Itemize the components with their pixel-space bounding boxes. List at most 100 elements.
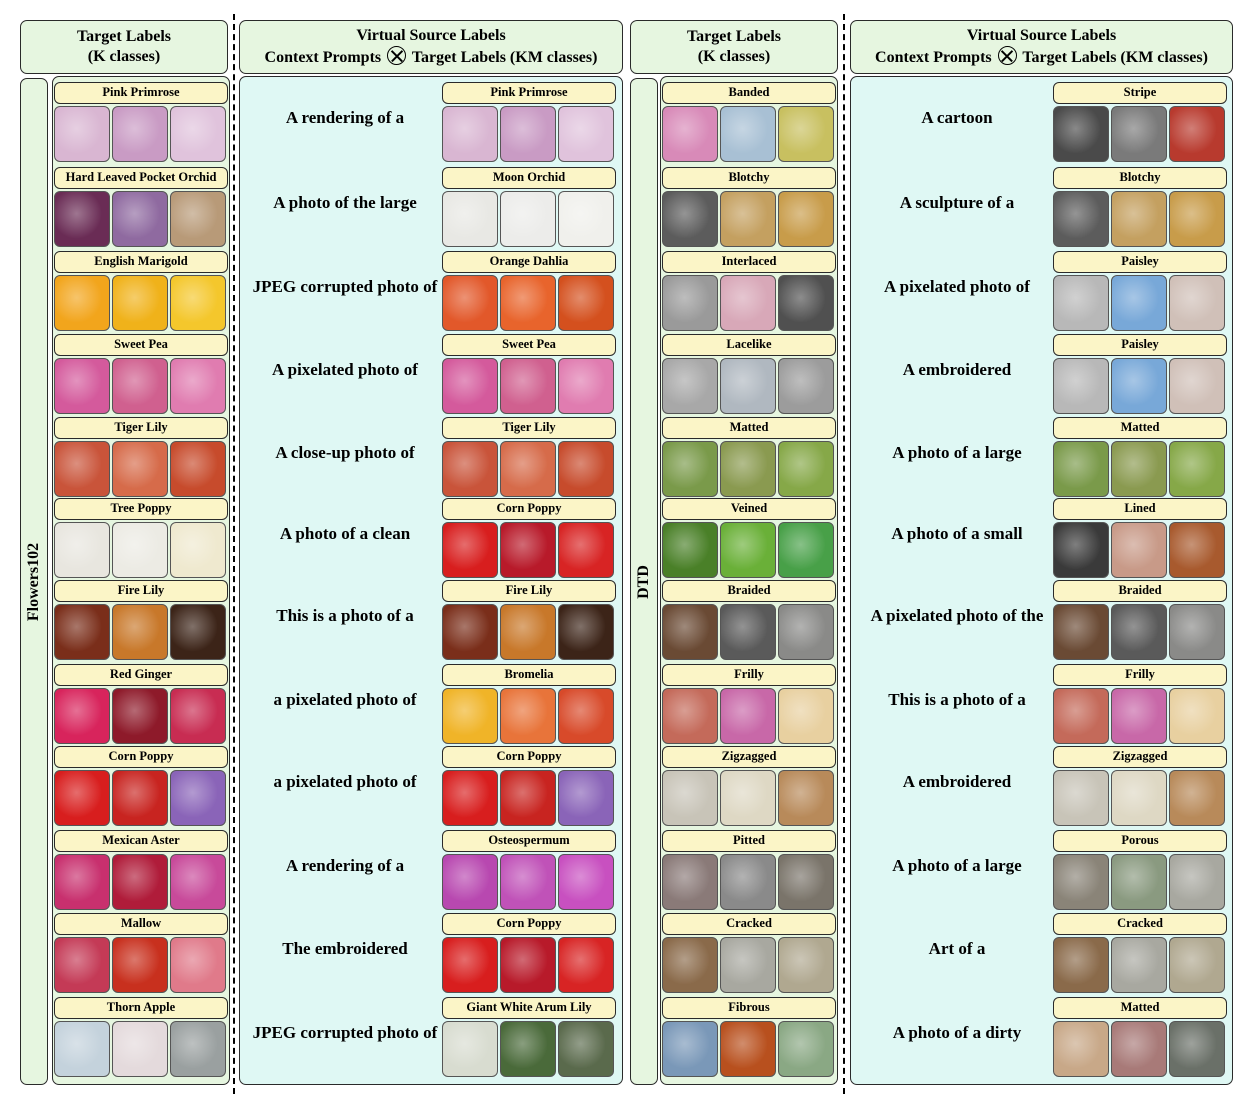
image-thumbnail bbox=[170, 441, 226, 497]
class-label: Veined bbox=[662, 498, 836, 520]
image-thumbnail bbox=[720, 522, 776, 578]
label-entry: Corn Poppy bbox=[442, 746, 616, 826]
image-thumbnail bbox=[662, 191, 718, 247]
image-thumbnail bbox=[442, 937, 498, 993]
image-thumbnail bbox=[662, 937, 718, 993]
dataset-name: DTD bbox=[635, 564, 652, 599]
label-entry: Thorn Apple bbox=[54, 997, 228, 1077]
image-thumbnail bbox=[1053, 106, 1109, 162]
class-label: Pitted bbox=[662, 830, 836, 852]
image-thumbnails bbox=[1053, 1021, 1227, 1077]
label-entry: Corn Poppy bbox=[442, 913, 616, 993]
context-prompt: a pixelated photo of bbox=[273, 772, 417, 791]
image-thumbnail bbox=[54, 358, 110, 414]
label-entry: Blotchy bbox=[662, 167, 836, 247]
class-label: Fibrous bbox=[662, 997, 836, 1019]
image-thumbnail bbox=[662, 1021, 718, 1077]
image-thumbnail bbox=[442, 441, 498, 497]
image-thumbnail bbox=[112, 854, 168, 910]
image-thumbnail bbox=[54, 604, 110, 660]
class-label: Blotchy bbox=[662, 167, 836, 189]
image-thumbnail bbox=[778, 522, 834, 578]
label-entry: Matted bbox=[1053, 417, 1227, 497]
image-thumbnail bbox=[662, 770, 718, 826]
label-entry: Moon Orchid bbox=[442, 167, 616, 247]
class-label: Paisley bbox=[1053, 251, 1227, 273]
image-thumbnail bbox=[112, 688, 168, 744]
label-entry: Sweet Pea bbox=[54, 334, 228, 414]
virtual-source-labels-header-dtd: Virtual Source Labels Context Prompts Ta… bbox=[850, 20, 1233, 74]
image-thumbnail bbox=[170, 854, 226, 910]
image-thumbnails bbox=[54, 770, 228, 826]
context-prompt: a pixelated photo of bbox=[273, 690, 417, 709]
image-thumbnails bbox=[442, 441, 616, 497]
image-thumbnail bbox=[112, 1021, 168, 1077]
dashed-divider bbox=[233, 14, 235, 1094]
image-thumbnail bbox=[1111, 106, 1167, 162]
image-thumbnail bbox=[170, 688, 226, 744]
image-thumbnail bbox=[1111, 358, 1167, 414]
label-entry: Mexican Aster bbox=[54, 830, 228, 910]
image-thumbnail bbox=[1053, 937, 1109, 993]
image-thumbnail bbox=[442, 854, 498, 910]
label-entry: Matted bbox=[1053, 997, 1227, 1077]
label-entry: Tiger Lily bbox=[54, 417, 228, 497]
image-thumbnails bbox=[442, 937, 616, 993]
context-prompt: JPEG corrupted photo of bbox=[252, 277, 438, 296]
class-label: Zigzagged bbox=[662, 746, 836, 768]
context-prompt: A embroidered bbox=[902, 360, 1012, 379]
image-thumbnail bbox=[1053, 441, 1109, 497]
image-thumbnail bbox=[720, 688, 776, 744]
image-thumbnail bbox=[442, 688, 498, 744]
image-thumbnail bbox=[558, 358, 614, 414]
virtual-source-labels-header-flowers: Virtual Source Labels Context Prompts Ta… bbox=[239, 20, 623, 74]
dataset-label-flowers102: Flowers102 bbox=[20, 78, 48, 1085]
context-prompt: A photo of a large bbox=[892, 443, 1022, 462]
header-formula: Context Prompts Target Labels (KM classe… bbox=[240, 46, 622, 68]
image-thumbnail bbox=[112, 275, 168, 331]
image-thumbnail bbox=[778, 937, 834, 993]
image-thumbnails bbox=[662, 1021, 836, 1077]
image-thumbnail bbox=[112, 191, 168, 247]
class-label: Tiger Lily bbox=[442, 417, 616, 439]
image-thumbnails bbox=[662, 854, 836, 910]
image-thumbnail bbox=[112, 770, 168, 826]
image-thumbnail bbox=[1111, 191, 1167, 247]
image-thumbnail bbox=[720, 854, 776, 910]
label-entry: Frilly bbox=[1053, 664, 1227, 744]
label-entry: English Marigold bbox=[54, 251, 228, 331]
image-thumbnail bbox=[778, 1021, 834, 1077]
image-thumbnail bbox=[112, 358, 168, 414]
image-thumbnails bbox=[1053, 770, 1227, 826]
class-label: Pink Primrose bbox=[442, 82, 616, 104]
context-prompt: A photo of a clean bbox=[279, 524, 411, 543]
image-thumbnail bbox=[500, 441, 556, 497]
image-thumbnail bbox=[1111, 854, 1167, 910]
image-thumbnail bbox=[54, 441, 110, 497]
label-entry: Hard Leaved Pocket Orchid bbox=[54, 167, 228, 247]
label-entry: Corn Poppy bbox=[442, 498, 616, 578]
image-thumbnail bbox=[778, 854, 834, 910]
label-entry: Matted bbox=[662, 417, 836, 497]
class-label: Lacelike bbox=[662, 334, 836, 356]
image-thumbnail bbox=[720, 358, 776, 414]
image-thumbnails bbox=[442, 854, 616, 910]
image-thumbnails bbox=[1053, 441, 1227, 497]
class-label: Thorn Apple bbox=[54, 997, 228, 1019]
image-thumbnails bbox=[1053, 854, 1227, 910]
label-entry: Banded bbox=[662, 82, 836, 162]
image-thumbnail bbox=[442, 770, 498, 826]
image-thumbnails bbox=[1053, 604, 1227, 660]
class-label: Frilly bbox=[1053, 664, 1227, 686]
label-entry: Zigzagged bbox=[1053, 746, 1227, 826]
class-label: Corn Poppy bbox=[442, 498, 616, 520]
image-thumbnails bbox=[662, 441, 836, 497]
image-thumbnails bbox=[1053, 191, 1227, 247]
tensor-product-icon bbox=[997, 46, 1017, 65]
image-thumbnail bbox=[1169, 937, 1225, 993]
image-thumbnail bbox=[1169, 106, 1225, 162]
class-label: English Marigold bbox=[54, 251, 228, 273]
class-label: Giant White Arum Lily bbox=[442, 997, 616, 1019]
class-label: Cracked bbox=[662, 913, 836, 935]
image-thumbnails bbox=[54, 522, 228, 578]
